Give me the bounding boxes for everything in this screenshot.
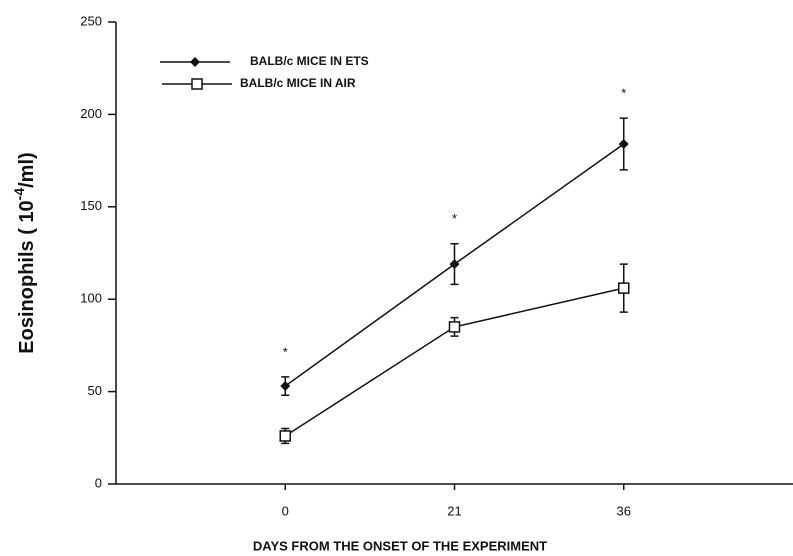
series-line (284, 287, 624, 437)
x-tick-label: 36 (617, 503, 631, 518)
data-point (448, 321, 461, 333)
x-tick-label: 21 (447, 503, 461, 518)
data-point (449, 259, 460, 270)
x-tick-label: 0 (282, 503, 289, 518)
data-point (618, 138, 629, 149)
significance-mark: * (621, 86, 626, 101)
data-point (280, 381, 291, 392)
y-axis-title-text: Eosinophils ( 10 (16, 200, 38, 353)
y-tick-label: 200 (80, 106, 102, 121)
legend-label: BALB/c MICE IN AIR (240, 76, 356, 90)
y-axis-title-superscript: -4 (11, 188, 27, 201)
data-point (618, 282, 630, 294)
y-tick-label: 100 (80, 291, 102, 306)
y-tick-label: 50 (88, 383, 102, 398)
y-axis-title-suffix: /ml) (16, 152, 38, 188)
y-tick-label: 150 (80, 198, 102, 213)
y-tick-label: 250 (80, 13, 102, 28)
legend-label: BALB/c MICE IN ETS (250, 54, 369, 68)
significance-mark: * (283, 344, 288, 359)
significance-mark: * (452, 211, 457, 226)
legend-marker (191, 78, 203, 90)
x-axis-title: DAYS FROM THE ONSET OF THE EXPERIMENT (253, 538, 547, 553)
legend-marker (190, 57, 200, 67)
data-point (279, 430, 291, 442)
y-axis-title: Eosinophils ( 10-4/ml) (11, 152, 39, 353)
y-tick-label: 0 (95, 475, 102, 490)
